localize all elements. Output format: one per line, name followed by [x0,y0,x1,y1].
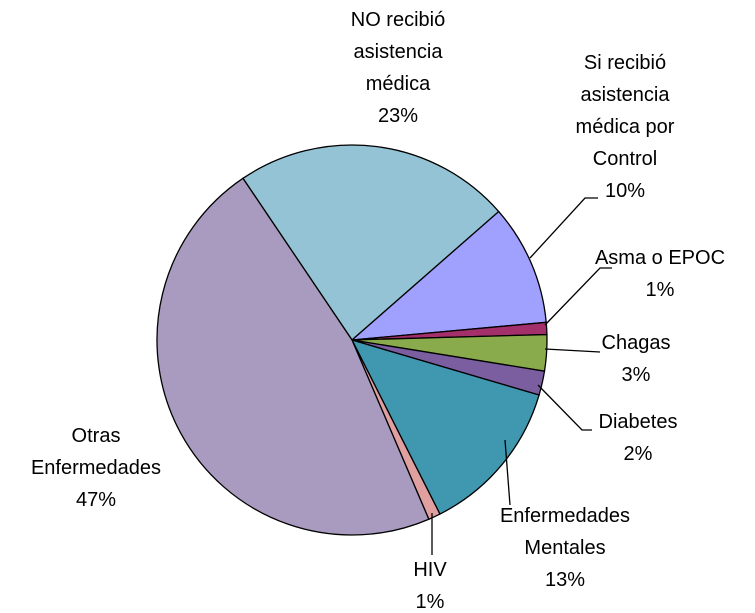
category-label: Asma o EPOC [594,247,726,269]
leader-line [537,384,592,431]
slice-label: NO recibió asistencia médica 23% [342,4,454,132]
slice-label: Chagas 3% [576,327,696,391]
value-label: 2% [623,443,653,465]
value-label: 3% [621,364,651,386]
leader-lines [431,197,612,555]
value-label: 1% [645,279,675,301]
category-label: Si recibió asistencia médica por Control [575,52,675,170]
leader-line [529,197,598,259]
value-label: 10% [604,180,646,202]
category-label: Enfermedades Mentales [499,505,631,559]
category-label: NO recibió asistencia médica [350,9,446,95]
value-label: 47% [75,489,117,511]
value-label: 23% [377,105,419,127]
slice-label: Otras Enfermedades 47% [16,420,176,516]
slice-label: Si recibió asistencia médica por Control… [568,47,682,207]
category-label: Otras Enfermedades [30,425,162,479]
leader-line [544,348,601,353]
pie-slice [350,210,547,341]
slice-label: Asma o EPOC 1% [560,242,755,306]
pie-slice [242,144,500,341]
leader-line [544,267,612,326]
pie-slice [350,338,540,515]
value-label: 13% [544,569,586,591]
category-label: Diabetes [598,411,678,433]
slice-label: HIV 1% [390,554,470,613]
slice-label: Enfermedades Mentales 13% [485,500,645,596]
slice-label: Diabetes 2% [578,406,698,470]
leader-line [504,439,511,506]
pie-slice [156,177,430,536]
value-label: 1% [415,591,445,613]
category-label: HIV [413,559,447,581]
category-label: Chagas [601,332,671,354]
